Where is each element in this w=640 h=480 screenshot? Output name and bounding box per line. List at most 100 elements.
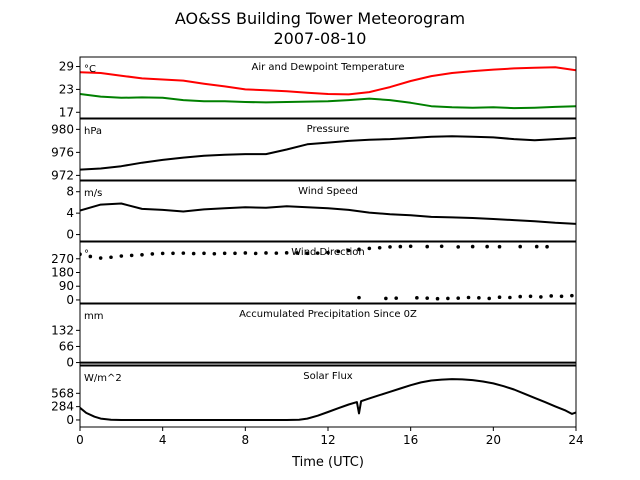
panel-unit-label: W/m^2 bbox=[84, 373, 122, 384]
wind-direction-point bbox=[336, 249, 341, 254]
wind-direction-point bbox=[456, 296, 461, 300]
panel-unit-label: ° bbox=[84, 249, 89, 260]
y-tick-label: 0 bbox=[66, 228, 74, 242]
x-tick-label: 24 bbox=[568, 433, 583, 447]
wind-direction-point bbox=[528, 294, 533, 299]
panel-frame bbox=[79, 180, 577, 242]
wind-direction-point bbox=[295, 251, 299, 255]
panel-unit-label: mm bbox=[84, 311, 103, 322]
wind-direction-point bbox=[470, 244, 475, 249]
y-tick-label: 8 bbox=[66, 185, 74, 199]
series-points-3-0 bbox=[80, 244, 574, 301]
y-tick-label: 17 bbox=[59, 105, 74, 119]
wind-direction-point bbox=[212, 251, 217, 256]
x-tick-label: 12 bbox=[320, 433, 335, 447]
wind-direction-point bbox=[518, 294, 522, 299]
y-tick-label: 270 bbox=[51, 252, 74, 266]
y-tick-label: 0 bbox=[66, 356, 74, 370]
panel-1: 972 976 980 hPa Pressure bbox=[51, 118, 577, 182]
wind-direction-point bbox=[264, 251, 268, 255]
wind-direction-point bbox=[202, 251, 206, 256]
panel-unit-label: m/s bbox=[84, 188, 102, 199]
wind-direction-point bbox=[326, 250, 330, 255]
wind-direction-point bbox=[119, 254, 124, 258]
panel-frame bbox=[79, 56, 577, 119]
figure-title: AO&SS Building Tower Meteorogram bbox=[175, 9, 465, 28]
wind-direction-point bbox=[171, 251, 175, 256]
wind-direction-point bbox=[388, 245, 392, 249]
panel-title: Accumulated Precipitation Since 0Z bbox=[239, 309, 417, 320]
wind-direction-point bbox=[534, 244, 539, 249]
panel-frame bbox=[79, 303, 577, 366]
wind-direction-point bbox=[394, 296, 399, 300]
wind-direction-point bbox=[456, 245, 461, 249]
y-tick-label: 0 bbox=[66, 293, 74, 307]
wind-direction-point bbox=[233, 251, 237, 256]
wind-direction-point bbox=[415, 296, 419, 300]
panel-2: 0 4 8 m/s Wind Speed bbox=[66, 180, 577, 242]
panel-frame bbox=[79, 118, 577, 181]
wind-direction-point bbox=[425, 244, 430, 249]
wind-direction-point bbox=[477, 296, 481, 300]
x-tick-label: 4 bbox=[159, 433, 167, 447]
series-line-2-0 bbox=[80, 202, 576, 225]
y-tick-label: 66 bbox=[59, 339, 74, 353]
series-line-1-0 bbox=[80, 135, 576, 171]
wind-direction-point bbox=[160, 251, 165, 256]
wind-direction-point bbox=[367, 246, 372, 251]
wind-direction-point bbox=[497, 295, 502, 300]
wind-direction-point bbox=[518, 244, 522, 249]
wind-direction-point bbox=[439, 244, 444, 249]
panel-4: 0 66 132 mm Accumulated Precipitation Since … bbox=[51, 303, 577, 370]
wind-direction-point bbox=[549, 294, 553, 298]
y-tick-label: 980 bbox=[51, 122, 74, 136]
wind-direction-point bbox=[140, 253, 144, 257]
wind-direction-point bbox=[109, 255, 113, 260]
wind-direction-point bbox=[384, 296, 388, 301]
wind-direction-point bbox=[539, 295, 543, 299]
y-tick-label: 568 bbox=[51, 386, 74, 400]
y-tick-label: 0 bbox=[66, 413, 74, 427]
series-line-0-0 bbox=[80, 66, 576, 96]
wind-direction-point bbox=[570, 293, 574, 298]
y-tick-label: 132 bbox=[51, 323, 74, 337]
panel-unit-label: °C bbox=[84, 64, 96, 75]
wind-direction-point bbox=[485, 244, 489, 249]
x-axis-label: Time (UTC) bbox=[291, 455, 364, 470]
panel-0: 17 23 29 °C Air and Dewpoint Temperature bbox=[59, 56, 577, 119]
wind-direction-point bbox=[284, 251, 289, 255]
wind-direction-point bbox=[88, 254, 93, 259]
wind-direction-point bbox=[435, 296, 440, 301]
wind-direction-point bbox=[487, 296, 492, 301]
wind-direction-point bbox=[346, 248, 351, 253]
y-tick-label: 4 bbox=[66, 206, 74, 220]
wind-direction-point bbox=[357, 247, 361, 252]
panel-title: Wind Direction bbox=[291, 247, 365, 258]
wind-direction-point bbox=[559, 294, 564, 299]
series-line-0-1 bbox=[80, 93, 576, 110]
y-tick-label: 976 bbox=[51, 145, 74, 159]
series-line-5-0 bbox=[80, 378, 576, 421]
x-tick-label: 16 bbox=[403, 433, 418, 447]
wind-direction-point bbox=[150, 252, 155, 256]
y-tick-label: 90 bbox=[59, 279, 74, 293]
wind-direction-point bbox=[253, 251, 258, 256]
wind-direction-point bbox=[305, 251, 310, 256]
wind-direction-point bbox=[497, 244, 502, 249]
wind-direction-point bbox=[466, 295, 471, 300]
wind-direction-point bbox=[408, 244, 413, 249]
wind-direction-point bbox=[377, 245, 382, 250]
wind-direction-point bbox=[357, 295, 361, 300]
x-tick-label: 20 bbox=[486, 433, 501, 447]
wind-direction-point bbox=[191, 251, 196, 256]
x-tick-label: 0 bbox=[76, 433, 84, 447]
wind-direction-point bbox=[425, 296, 430, 300]
wind-direction-point bbox=[243, 251, 248, 255]
wind-direction-point bbox=[222, 251, 227, 256]
y-tick-label: 180 bbox=[51, 266, 74, 280]
panel-title: Air and Dewpoint Temperature bbox=[252, 62, 405, 73]
